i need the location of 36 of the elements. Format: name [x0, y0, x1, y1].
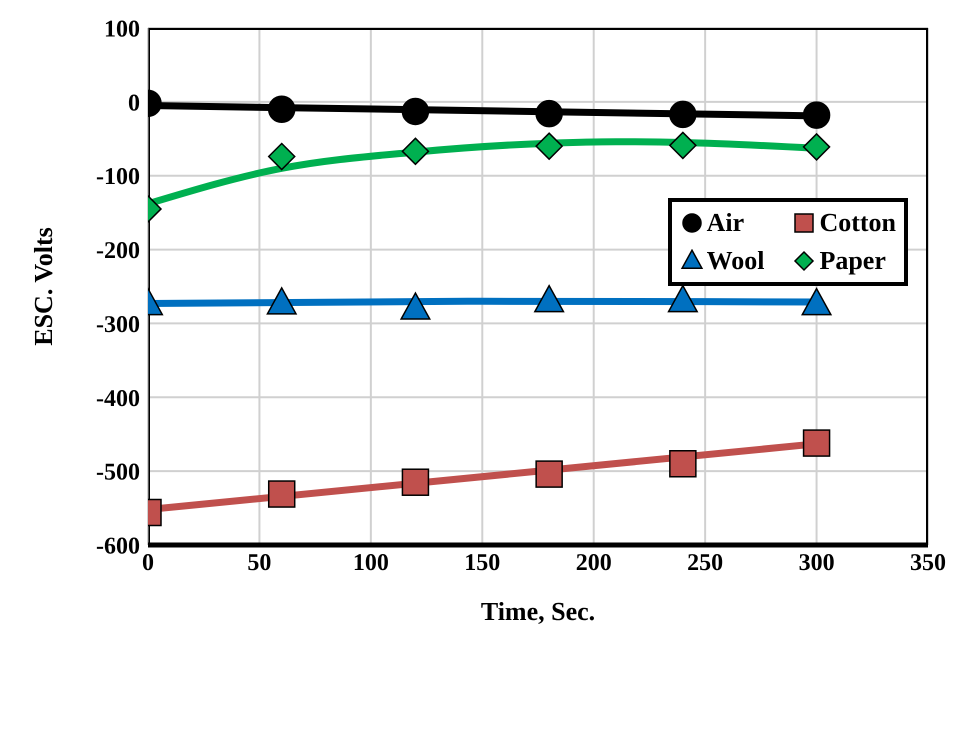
y-tick-label: 0 [128, 90, 140, 116]
x-axis-title: Time, Sec. [480, 597, 596, 626]
y-tick-label: -600 [96, 534, 140, 560]
y-tick-label: -100 [96, 164, 140, 190]
legend-label: Wool [706, 246, 764, 276]
x-tick-label: 250 [687, 550, 724, 576]
legend-label: Air [706, 208, 744, 238]
x-tick-label: 350 [910, 550, 946, 576]
point [268, 95, 296, 123]
point [669, 450, 697, 478]
y-axis-title: ESC. Volts [29, 227, 58, 346]
x-tick-label: 50 [247, 550, 272, 576]
legend-label: Cotton [819, 208, 896, 238]
x-tick-label: 150 [464, 550, 500, 576]
point [535, 460, 563, 488]
point [402, 138, 430, 166]
legend-label: Paper [819, 246, 886, 276]
x-tick-label: 300 [798, 550, 835, 576]
point [802, 101, 830, 129]
point [402, 98, 430, 126]
x-tick-label: 200 [576, 550, 612, 576]
point [669, 100, 697, 128]
point [268, 142, 296, 170]
y-tick-label: -500 [96, 460, 140, 486]
y-tick-label: -300 [96, 312, 140, 338]
y-tick-label: -200 [96, 238, 140, 264]
point [535, 132, 563, 160]
y-tick-label: -400 [96, 386, 140, 412]
point [535, 100, 563, 128]
point [802, 429, 830, 457]
point [268, 480, 296, 508]
point [802, 133, 830, 161]
x-tick-label: 100 [352, 550, 389, 576]
point [402, 468, 430, 496]
point [669, 132, 697, 160]
y-tick-label: 100 [104, 16, 140, 43]
